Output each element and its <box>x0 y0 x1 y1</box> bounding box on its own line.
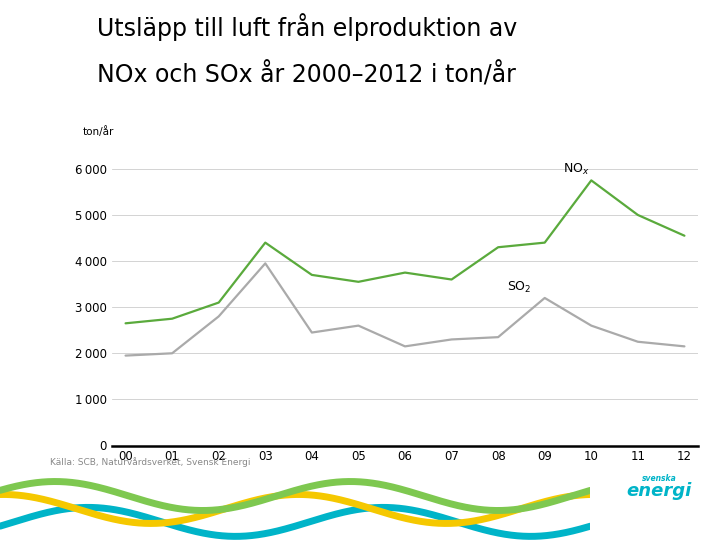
Text: energi: energi <box>626 482 691 500</box>
Text: ton/år: ton/år <box>82 126 114 137</box>
Text: NOx och SOx år 2000–2012 i ton/år: NOx och SOx år 2000–2012 i ton/år <box>97 62 516 87</box>
Text: SO$_2$: SO$_2$ <box>508 280 532 295</box>
Text: NO$_x$: NO$_x$ <box>563 162 590 177</box>
Text: svenska: svenska <box>642 474 676 483</box>
Text: Utsläpp till luft från elproduktion av: Utsläpp till luft från elproduktion av <box>97 14 518 42</box>
Text: Källa: SCB, Naturvårdsverket, Svensk Energi: Källa: SCB, Naturvårdsverket, Svensk Ene… <box>50 457 251 467</box>
